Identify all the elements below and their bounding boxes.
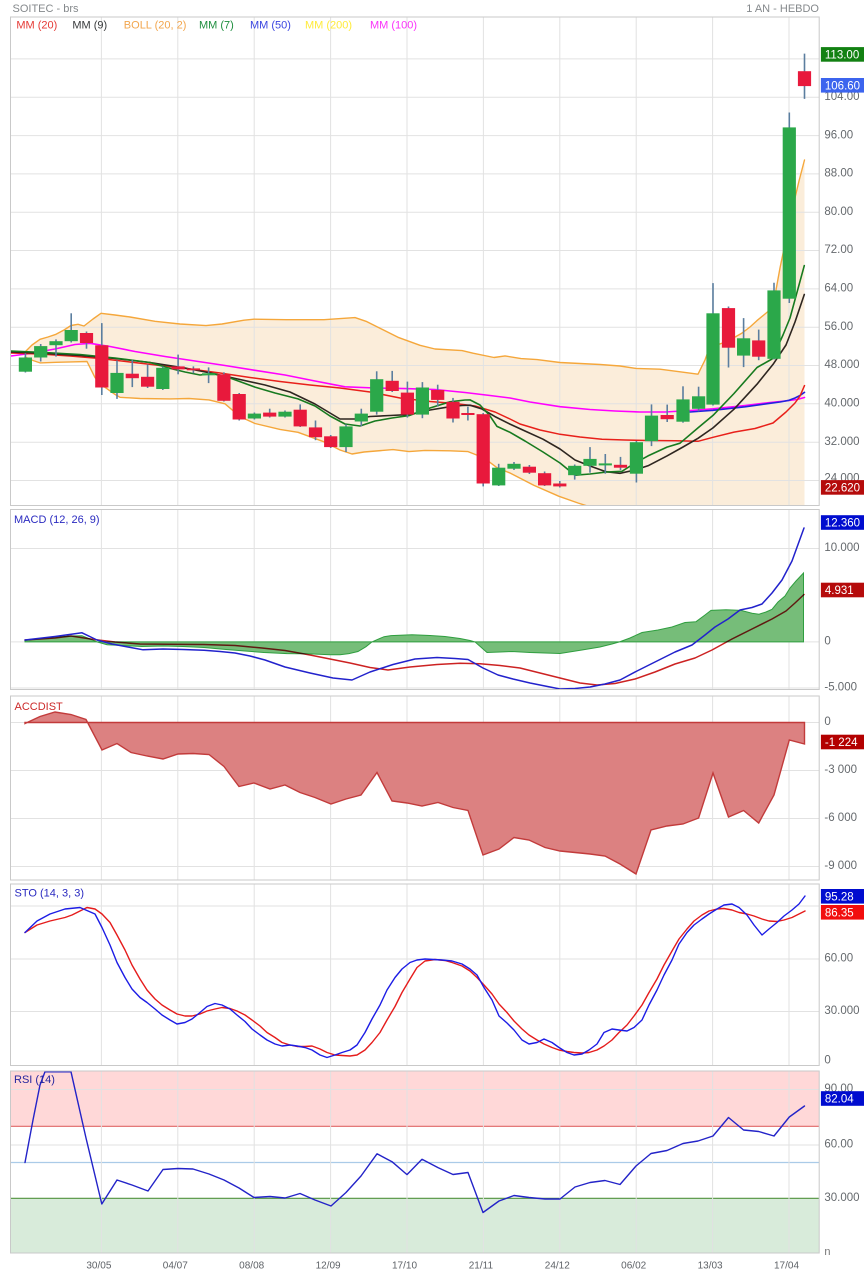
svg-text:06/02: 06/02 — [621, 1261, 646, 1272]
svg-text:0: 0 — [824, 636, 830, 648]
svg-text:1 AN - HEBDO: 1 AN - HEBDO — [746, 3, 819, 15]
svg-text:MM (9): MM (9) — [72, 20, 107, 32]
svg-text:-5.000: -5.000 — [824, 682, 857, 694]
svg-text:113.00: 113.00 — [825, 50, 859, 62]
svg-text:12.360: 12.360 — [825, 518, 860, 530]
svg-text:88.00: 88.00 — [824, 168, 853, 180]
svg-text:30.000: 30.000 — [824, 1192, 859, 1204]
svg-text:0: 0 — [824, 1055, 830, 1067]
svg-text:60.00: 60.00 — [824, 953, 853, 965]
svg-text:24/12: 24/12 — [545, 1261, 570, 1272]
svg-text:104.00: 104.00 — [824, 91, 859, 103]
svg-text:82.04: 82.04 — [825, 1094, 854, 1106]
svg-text:17/10: 17/10 — [392, 1261, 417, 1272]
svg-text:17/04: 17/04 — [774, 1261, 799, 1272]
svg-text:72.00: 72.00 — [824, 244, 853, 256]
svg-text:56.00: 56.00 — [824, 321, 853, 333]
svg-text:STO (14, 3, 3): STO (14, 3, 3) — [15, 887, 85, 899]
svg-text:22.620: 22.620 — [825, 483, 860, 495]
svg-text:30/05: 30/05 — [86, 1261, 111, 1272]
svg-text:RSI (14): RSI (14) — [14, 1074, 55, 1086]
svg-text:BOLL (20, 2): BOLL (20, 2) — [124, 20, 187, 32]
svg-text:48.000: 48.000 — [824, 359, 859, 371]
svg-text:MACD (12, 26, 9): MACD (12, 26, 9) — [14, 514, 100, 526]
svg-text:30.000: 30.000 — [824, 1005, 859, 1017]
svg-text:86.35: 86.35 — [825, 908, 854, 920]
svg-text:-3 000: -3 000 — [824, 764, 857, 776]
svg-text:106.60: 106.60 — [825, 81, 860, 93]
svg-text:60.00: 60.00 — [824, 1139, 853, 1151]
svg-text:MM (7): MM (7) — [199, 20, 234, 32]
svg-text:-9 000: -9 000 — [824, 860, 857, 872]
svg-text:32.000: 32.000 — [824, 436, 859, 448]
svg-text:-1 224: -1 224 — [825, 737, 858, 749]
svg-text:-6 000: -6 000 — [824, 812, 857, 824]
svg-text:40.000: 40.000 — [824, 398, 859, 410]
svg-text:80.00: 80.00 — [824, 206, 853, 218]
svg-text:n: n — [824, 1246, 830, 1258]
svg-text:13/03: 13/03 — [698, 1261, 723, 1272]
svg-text:21/11: 21/11 — [469, 1261, 494, 1272]
svg-text:MM (50): MM (50) — [250, 20, 291, 32]
svg-text:MM (20): MM (20) — [16, 20, 57, 32]
svg-text:4.931: 4.931 — [825, 585, 854, 597]
svg-text:08/08: 08/08 — [239, 1261, 264, 1272]
svg-text:04/07: 04/07 — [163, 1261, 188, 1272]
svg-text:SOITEC - brs: SOITEC - brs — [13, 3, 80, 15]
svg-text:64.00: 64.00 — [824, 283, 853, 295]
svg-text:96.00: 96.00 — [824, 129, 853, 141]
svg-text:95.28: 95.28 — [825, 892, 854, 904]
svg-text:MM (100): MM (100) — [370, 20, 417, 32]
svg-text:10.000: 10.000 — [824, 542, 859, 554]
svg-text:12/09: 12/09 — [316, 1261, 341, 1272]
svg-text:ACCDIST: ACCDIST — [15, 701, 64, 713]
svg-text:0: 0 — [824, 716, 830, 728]
svg-text:MM (200): MM (200) — [305, 20, 352, 32]
